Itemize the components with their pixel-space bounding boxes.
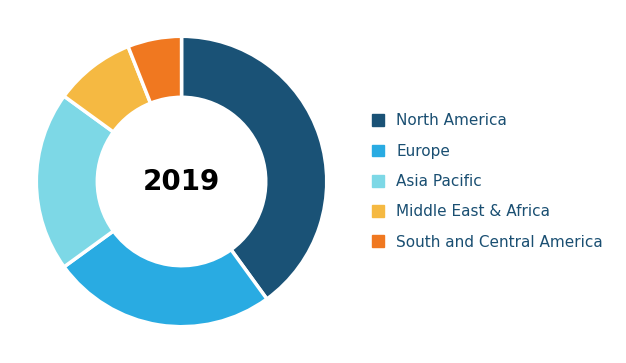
Wedge shape [182,36,327,299]
Wedge shape [64,231,267,327]
Text: 2019: 2019 [143,167,220,196]
Wedge shape [64,46,150,132]
Legend: North America, Europe, Asia Pacific, Middle East & Africa, South and Central Ame: North America, Europe, Asia Pacific, Mid… [372,114,603,249]
Wedge shape [128,36,182,103]
Wedge shape [36,96,113,267]
